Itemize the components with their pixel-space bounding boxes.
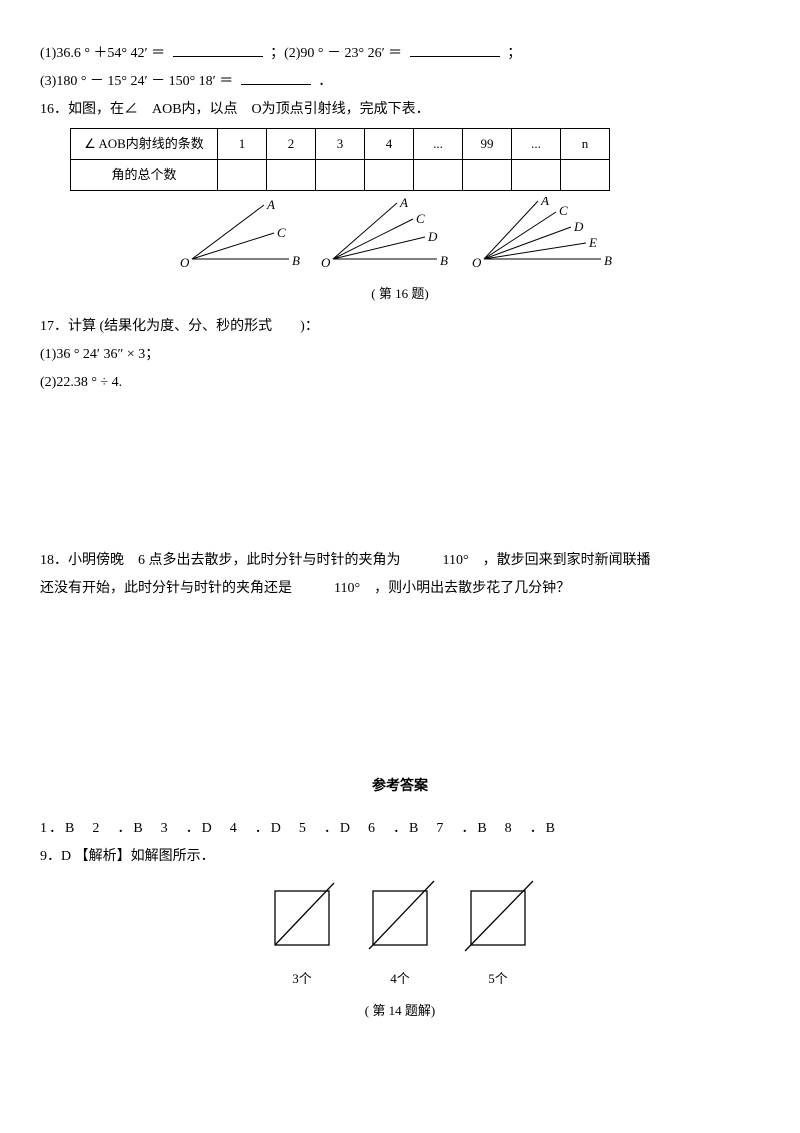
svg-text:C: C: [277, 225, 286, 240]
q15-part1c: ；: [507, 46, 521, 61]
answers-caption: ( 第 14 题解): [40, 998, 760, 1024]
blank-3[interactable]: [241, 70, 311, 85]
cell: 角的总个数: [71, 160, 218, 191]
svg-text:E: E: [588, 235, 597, 250]
answers-title: 参考答案: [40, 773, 760, 801]
blank-2[interactable]: [410, 42, 500, 57]
cell: 1: [218, 129, 267, 160]
square-label-3: 5个: [458, 966, 538, 992]
q17-line1: 17．计算 (结果化为度、分、秒的形式 )：: [40, 313, 760, 341]
cell: ∠ AOB内射线的条数: [71, 129, 218, 160]
svg-text:B: B: [440, 253, 448, 268]
cell: n: [561, 129, 610, 160]
angle-diagram-3: O A C D E B: [466, 197, 626, 275]
svg-text:C: C: [416, 211, 425, 226]
q16-table: ∠ AOB内射线的条数 1 2 3 4 ... 99 ... n 角的总个数: [70, 128, 610, 191]
square-diagram-3: [458, 879, 538, 957]
cell[interactable]: [365, 160, 414, 191]
q17-line3: (2)22.38 ° ÷ 4.: [40, 369, 760, 397]
answer-diagrams: 3个 4个 5个: [40, 879, 760, 992]
table-row: ∠ AOB内射线的条数 1 2 3 4 ... 99 ... n: [71, 129, 610, 160]
q15-part1b: ；(2)90 ° － 23° 26′ ＝: [270, 46, 402, 61]
cell[interactable]: [267, 160, 316, 191]
cell[interactable]: [463, 160, 512, 191]
q16-intro: 16．如图，在∠ AOB内，以点 O为顶点引射线，完成下表．: [40, 96, 760, 124]
answers-line2: 9．D 【解析】如解图所示．: [40, 843, 760, 871]
table-row: 角的总个数: [71, 160, 610, 191]
answers-line1: 1．B 2 ．B 3 ．D 4 ．D 5 ．D 6 ．B 7 ．B 8 ．B: [40, 815, 760, 843]
cell[interactable]: [414, 160, 463, 191]
q18-line2: 还没有开始，此时分针与时针的夹角还是 110° ，则小明出去散步花了几分钟？: [40, 575, 760, 603]
q16-caption: ( 第 16 题): [40, 281, 760, 307]
cell[interactable]: [316, 160, 365, 191]
cell: ...: [512, 129, 561, 160]
cell: 4: [365, 129, 414, 160]
cell: ...: [414, 129, 463, 160]
svg-text:B: B: [292, 253, 300, 268]
cell[interactable]: [512, 160, 561, 191]
q18-line1: 18．小明傍晚 6 点多出去散步，此时分针与时针的夹角为 110° ，散步回来到…: [40, 547, 760, 575]
svg-text:B: B: [604, 253, 612, 268]
q16-diagrams: O A C B O A C D B O A C D E: [40, 197, 760, 275]
square-diagram-1: [262, 879, 342, 957]
angle-diagram-2: O A C D B: [315, 197, 460, 275]
q17-line2: (1)36 ° 24′ 36″ × 3；: [40, 341, 760, 369]
svg-text:O: O: [472, 255, 482, 270]
q15-part2a: (3)180 ° － 15° 24′ － 150° 18′ ＝: [40, 74, 233, 89]
cell: 3: [316, 129, 365, 160]
cell: 99: [463, 129, 512, 160]
svg-text:O: O: [180, 255, 190, 270]
square-label-2: 4个: [360, 966, 440, 992]
angle-diagram-1: O A C B: [174, 197, 309, 275]
svg-text:A: A: [540, 197, 549, 208]
square-label-1: 3个: [262, 966, 342, 992]
svg-text:D: D: [573, 219, 584, 234]
svg-text:O: O: [321, 255, 331, 270]
square-diagram-2: [360, 879, 440, 957]
svg-text:A: A: [266, 197, 275, 212]
cell: 2: [267, 129, 316, 160]
blank-1[interactable]: [173, 42, 263, 57]
cell[interactable]: [218, 160, 267, 191]
q15-part2b: ．: [318, 74, 332, 89]
svg-text:A: A: [399, 197, 408, 210]
cell[interactable]: [561, 160, 610, 191]
q15-part1a: (1)36.6 ° ＋54° 42′ ＝: [40, 46, 165, 61]
svg-text:D: D: [427, 229, 438, 244]
svg-text:C: C: [559, 203, 568, 218]
